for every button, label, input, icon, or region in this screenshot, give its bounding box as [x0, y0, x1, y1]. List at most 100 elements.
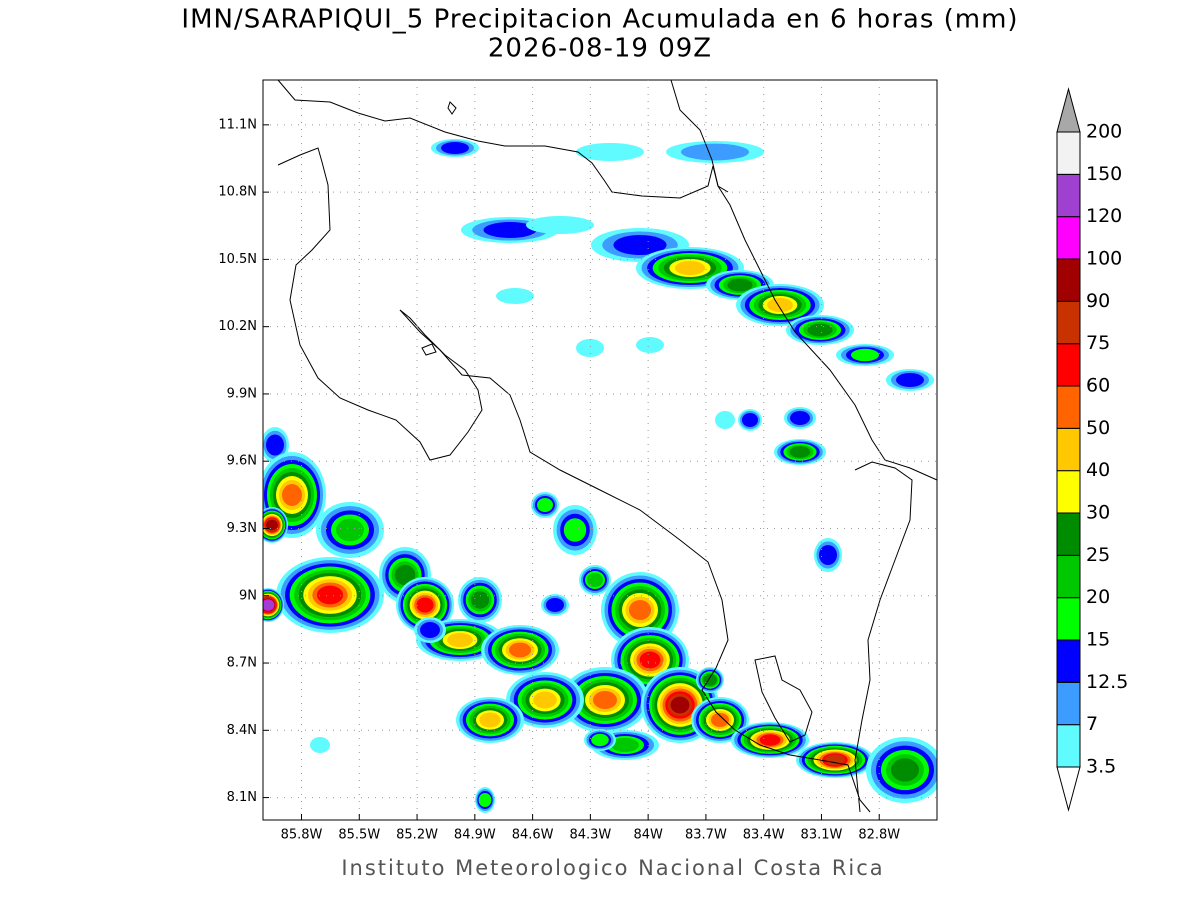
- colorbar: 3.5 7 12.5 15 20 25 30 40 50 60 75 90 100 120 150 200: [1056, 87, 1128, 812]
- precip-area: [639, 651, 661, 669]
- precip-area: [711, 713, 729, 727]
- y-tick-label: 9.6N: [227, 454, 257, 469]
- precip-area: [546, 598, 564, 612]
- colorbar-box: [1056, 258, 1081, 302]
- colorbar-label: 12.5: [1086, 671, 1128, 693]
- precip-area: [613, 235, 667, 255]
- colorbar-box: [1056, 554, 1081, 599]
- y-tick-label: 8.4N: [227, 723, 257, 738]
- precip-area: [727, 278, 753, 292]
- colorbar-label: 3.5: [1086, 756, 1116, 778]
- colorbar-box: [1056, 385, 1081, 429]
- precip-area: [715, 411, 735, 429]
- map-title: IMN/SARAPIQUI_5 Precipitacion Acumulada …: [181, 5, 1018, 35]
- precip-area: [767, 298, 793, 312]
- colorbar-label: 120: [1086, 205, 1122, 227]
- x-tick-label: 85.2W: [396, 828, 438, 843]
- colorbar-over: [1056, 87, 1081, 133]
- precip-area: [310, 737, 330, 753]
- colorbar-box: [1056, 512, 1081, 556]
- precip-area: [896, 373, 924, 387]
- precip-area: [441, 142, 469, 154]
- colorbar-box: [1056, 639, 1081, 683]
- x-tick-label: 84W: [633, 828, 663, 843]
- precip-area: [790, 411, 810, 425]
- precip-area: [636, 337, 664, 353]
- colorbar-box: [1056, 343, 1081, 387]
- colorbar-label: 20: [1086, 586, 1110, 608]
- precip-area: [496, 288, 534, 304]
- x-tick-label: 84.9W: [454, 828, 496, 843]
- precip-area: [526, 216, 594, 234]
- colorbar-label: 90: [1086, 290, 1110, 312]
- precip-area: [266, 519, 278, 531]
- x-tick-label: 85.8W: [281, 828, 323, 843]
- y-tick-label: 10.2N: [218, 319, 257, 334]
- footer: Instituto Meteorologico Nacional Costa R…: [341, 856, 884, 880]
- y-tick-label: 11.1N: [218, 117, 257, 132]
- precip-area: [447, 633, 473, 647]
- y-tick-label: 9N: [239, 588, 257, 603]
- colorbar-label: 75: [1086, 332, 1110, 354]
- precip-area: [825, 754, 845, 766]
- precip-area: [478, 793, 492, 807]
- precip-layer: [263, 139, 937, 813]
- precip-area: [533, 691, 557, 709]
- precip-area: [479, 712, 501, 728]
- map-frame: [262, 79, 938, 821]
- colorbar-box: [1056, 470, 1081, 514]
- coastline: [754, 655, 813, 743]
- colorbar-label: 50: [1086, 417, 1110, 439]
- x-tick-label: 85.5W: [338, 828, 380, 843]
- precip-area: [629, 600, 651, 620]
- x-tick-label: 82.8W: [858, 828, 900, 843]
- axes: 85.8W 85.5W 85.2W 84.9W 84.6W 84.3W 84W 83.7W 83…: [218, 80, 937, 843]
- x-tick-label: 83.1W: [801, 828, 843, 843]
- colorbar-label: 25: [1086, 544, 1110, 566]
- colorbar-label: 30: [1086, 502, 1110, 524]
- y-tick-label: 10.5N: [218, 252, 257, 267]
- precip-area: [576, 339, 604, 357]
- y-tick-label: 8.7N: [227, 656, 257, 671]
- coastline: [854, 461, 913, 813]
- colorbar-box: [1056, 300, 1081, 345]
- precip-area: [789, 446, 811, 458]
- coastline: [277, 79, 729, 199]
- y-tick-label: 9.9N: [227, 386, 257, 401]
- colorbar-under: [1056, 766, 1081, 812]
- precip-area: [537, 498, 553, 512]
- precip-area: [591, 733, 609, 747]
- colorbar-box: [1056, 216, 1081, 260]
- coastline: [399, 309, 871, 813]
- precip-area: [316, 585, 344, 605]
- precip-area: [891, 758, 919, 782]
- colorbar-box: [1056, 597, 1081, 641]
- precip-area: [509, 642, 531, 658]
- precip-area: [336, 518, 364, 542]
- precip-area: [563, 518, 587, 542]
- colorbar-box: [1056, 173, 1081, 218]
- x-tick-label: 83.7W: [685, 828, 727, 843]
- precip-area: [263, 600, 274, 610]
- map-subtitle: 2026-08-19 09Z: [488, 34, 712, 64]
- precip-area: [576, 143, 644, 161]
- coastlines: [277, 79, 938, 813]
- colorbar-label: 150: [1086, 163, 1122, 185]
- y-tick-label: 10.8N: [218, 185, 257, 200]
- colorbar-label: 40: [1086, 459, 1110, 481]
- coastline: [670, 79, 938, 481]
- coastline: [277, 147, 483, 461]
- colorbar-label: 200: [1086, 121, 1122, 143]
- colorbar-box: [1056, 724, 1081, 768]
- precip-area: [674, 261, 706, 275]
- colorbar-label: 60: [1086, 375, 1110, 397]
- x-tick-label: 84.6W: [512, 828, 554, 843]
- precip-area: [670, 696, 690, 714]
- precip-area: [611, 738, 639, 752]
- x-tick-label: 84.3W: [569, 828, 611, 843]
- colorbar-box: [1056, 131, 1081, 175]
- y-tick-label: 8.1N: [227, 790, 257, 805]
- precip-area: [420, 622, 440, 638]
- precip-area: [593, 691, 617, 709]
